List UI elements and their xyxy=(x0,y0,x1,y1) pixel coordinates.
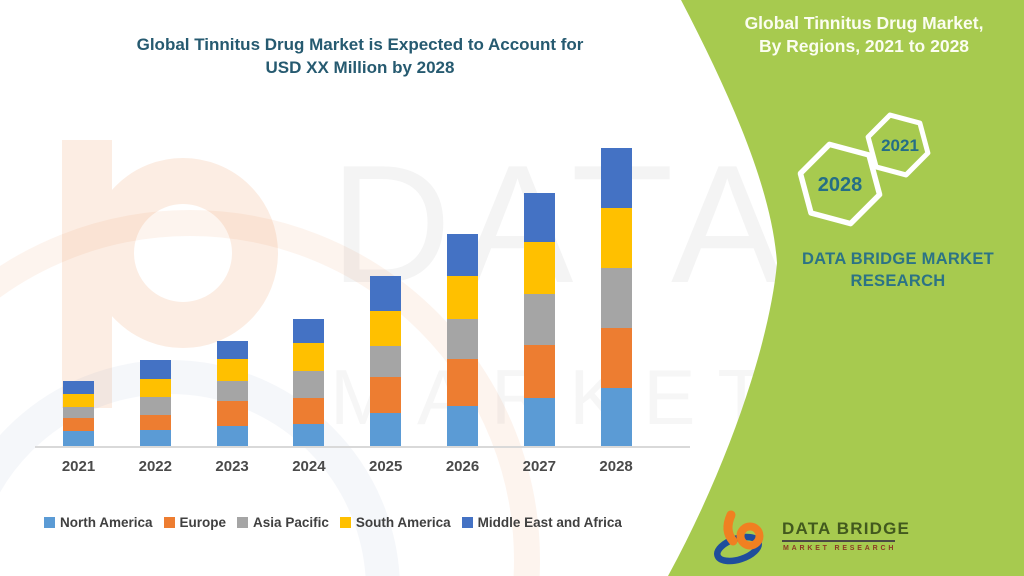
bar-segment-south-america xyxy=(523,241,555,295)
bar-segment-europe xyxy=(600,327,632,388)
legend-label-south-america: South America xyxy=(355,515,451,530)
legend-swatch-europe xyxy=(163,517,175,528)
bar-segment-europe xyxy=(523,344,555,399)
legend-label-europe: Europe xyxy=(179,515,227,530)
legend-swatch-asia-pacific xyxy=(237,517,249,528)
bar-segment-europe xyxy=(447,359,478,406)
panel-brand-text: DATA BRIDGE MARKET RESEARCH xyxy=(801,250,995,291)
bar-segment-europe xyxy=(139,414,171,430)
x-axis-line xyxy=(35,446,690,448)
bar-segment-north-america xyxy=(216,426,248,447)
bar-segment-south-america xyxy=(63,394,94,408)
bar-segment-asia-pacific xyxy=(370,345,402,378)
bar-segment-middle-east-and-africa xyxy=(216,340,248,360)
bar-segment-middle-east-and-africa xyxy=(370,276,402,311)
bar-segment-middle-east-and-africa xyxy=(63,381,94,395)
bar-segment-north-america xyxy=(447,405,478,447)
bar-2021 xyxy=(63,381,94,447)
legend-label-north-america: North America xyxy=(60,515,153,530)
bar-segment-middle-east-and-africa xyxy=(139,360,171,379)
legend-swatch-south-america xyxy=(339,517,351,528)
bar-segment-north-america xyxy=(139,429,171,447)
plot-area xyxy=(0,100,700,447)
bar-segment-asia-pacific xyxy=(139,396,171,415)
bar-2022 xyxy=(139,360,171,447)
bar-2026 xyxy=(447,233,478,447)
year-hexagons: 2021 2028 xyxy=(797,112,931,227)
legend-swatch-north-america xyxy=(44,517,55,528)
bar-segment-middle-east-and-africa xyxy=(600,147,632,208)
hexagon-2028-label: 2028 xyxy=(818,174,863,196)
x-tick-2022: 2022 xyxy=(138,458,172,475)
bar-2028 xyxy=(600,147,632,447)
bar-segment-asia-pacific xyxy=(63,407,94,419)
panel-heading-line1: Global Tinnitus Drug Market, xyxy=(744,13,984,33)
chart-title-line1: Global Tinnitus Drug Market is Expected … xyxy=(136,35,584,54)
bar-segment-asia-pacific xyxy=(600,267,632,328)
chart-title: Global Tinnitus Drug Market is Expected … xyxy=(40,34,680,80)
x-tick-2027: 2027 xyxy=(522,458,556,475)
x-tick-2026: 2026 xyxy=(445,458,480,475)
x-tick-2023: 2023 xyxy=(215,458,249,475)
bar-2023 xyxy=(216,340,248,447)
bar-segment-south-america xyxy=(447,276,478,319)
legend-item-south-america: South America xyxy=(339,515,451,530)
x-tick-2028: 2028 xyxy=(599,458,633,475)
bar-2025 xyxy=(370,276,402,447)
x-tick-2021: 2021 xyxy=(61,458,96,475)
databridge-logo-icon xyxy=(714,510,764,565)
chart-legend: North America Europe Asia Pacific South … xyxy=(44,515,622,530)
legend-swatch-middle-east-africa xyxy=(461,517,473,528)
legend-item-europe: Europe xyxy=(163,515,227,530)
bar-segment-north-america xyxy=(63,431,94,447)
x-tick-2024: 2024 xyxy=(292,458,326,475)
bar-segment-europe xyxy=(293,397,325,424)
bar-2024 xyxy=(293,318,325,447)
bar-segment-south-america xyxy=(216,359,248,382)
bar-segment-north-america xyxy=(523,398,555,447)
bar-segment-middle-east-and-africa xyxy=(523,192,555,242)
chart-title-line2: USD XX Million by 2028 xyxy=(265,57,455,77)
legend-label-asia-pacific: Asia Pacific xyxy=(253,515,329,530)
bar-segment-south-america xyxy=(139,378,171,397)
hexagon-2021-badge xyxy=(865,112,931,178)
legend-item-asia-pacific: Asia Pacific xyxy=(237,515,329,530)
hexagon-2021-label: 2021 xyxy=(881,136,919,155)
hexagon-2028-badge xyxy=(797,141,883,227)
bar-segment-asia-pacific xyxy=(293,370,325,398)
bar-segment-asia-pacific xyxy=(523,294,555,345)
legend-item-middle-east-africa: Middle East and Africa xyxy=(461,515,622,530)
bar-segment-asia-pacific xyxy=(447,318,478,360)
bar-segment-middle-east-and-africa xyxy=(293,318,325,344)
footer-logo-underline xyxy=(782,540,895,542)
bar-segment-south-america xyxy=(600,207,632,268)
bar-segment-north-america xyxy=(600,387,632,447)
x-tick-2025: 2025 xyxy=(369,458,403,475)
bar-segment-south-america xyxy=(370,310,402,346)
bar-segment-europe xyxy=(216,401,248,426)
legend-item-north-america: North America xyxy=(44,515,153,530)
bar-segment-europe xyxy=(63,418,94,432)
bar-segment-middle-east-and-africa xyxy=(447,233,478,277)
bar-segment-north-america xyxy=(293,423,325,447)
footer-logo-name: DATA BRIDGE xyxy=(782,519,911,538)
bar-2027 xyxy=(523,192,555,447)
panel-heading: Global Tinnitus Drug Market, By Regions,… xyxy=(718,12,1010,58)
bar-segment-europe xyxy=(370,377,402,414)
panel-heading-line2: By Regions, 2021 to 2028 xyxy=(758,35,970,56)
bar-segment-south-america xyxy=(293,343,325,371)
legend-label-middle-east-africa: Middle East and Africa xyxy=(477,515,622,530)
bar-segment-north-america xyxy=(370,413,402,447)
bar-segment-asia-pacific xyxy=(216,381,248,402)
footer-logo-subtitle: MARKET RESEARCH xyxy=(783,545,897,552)
